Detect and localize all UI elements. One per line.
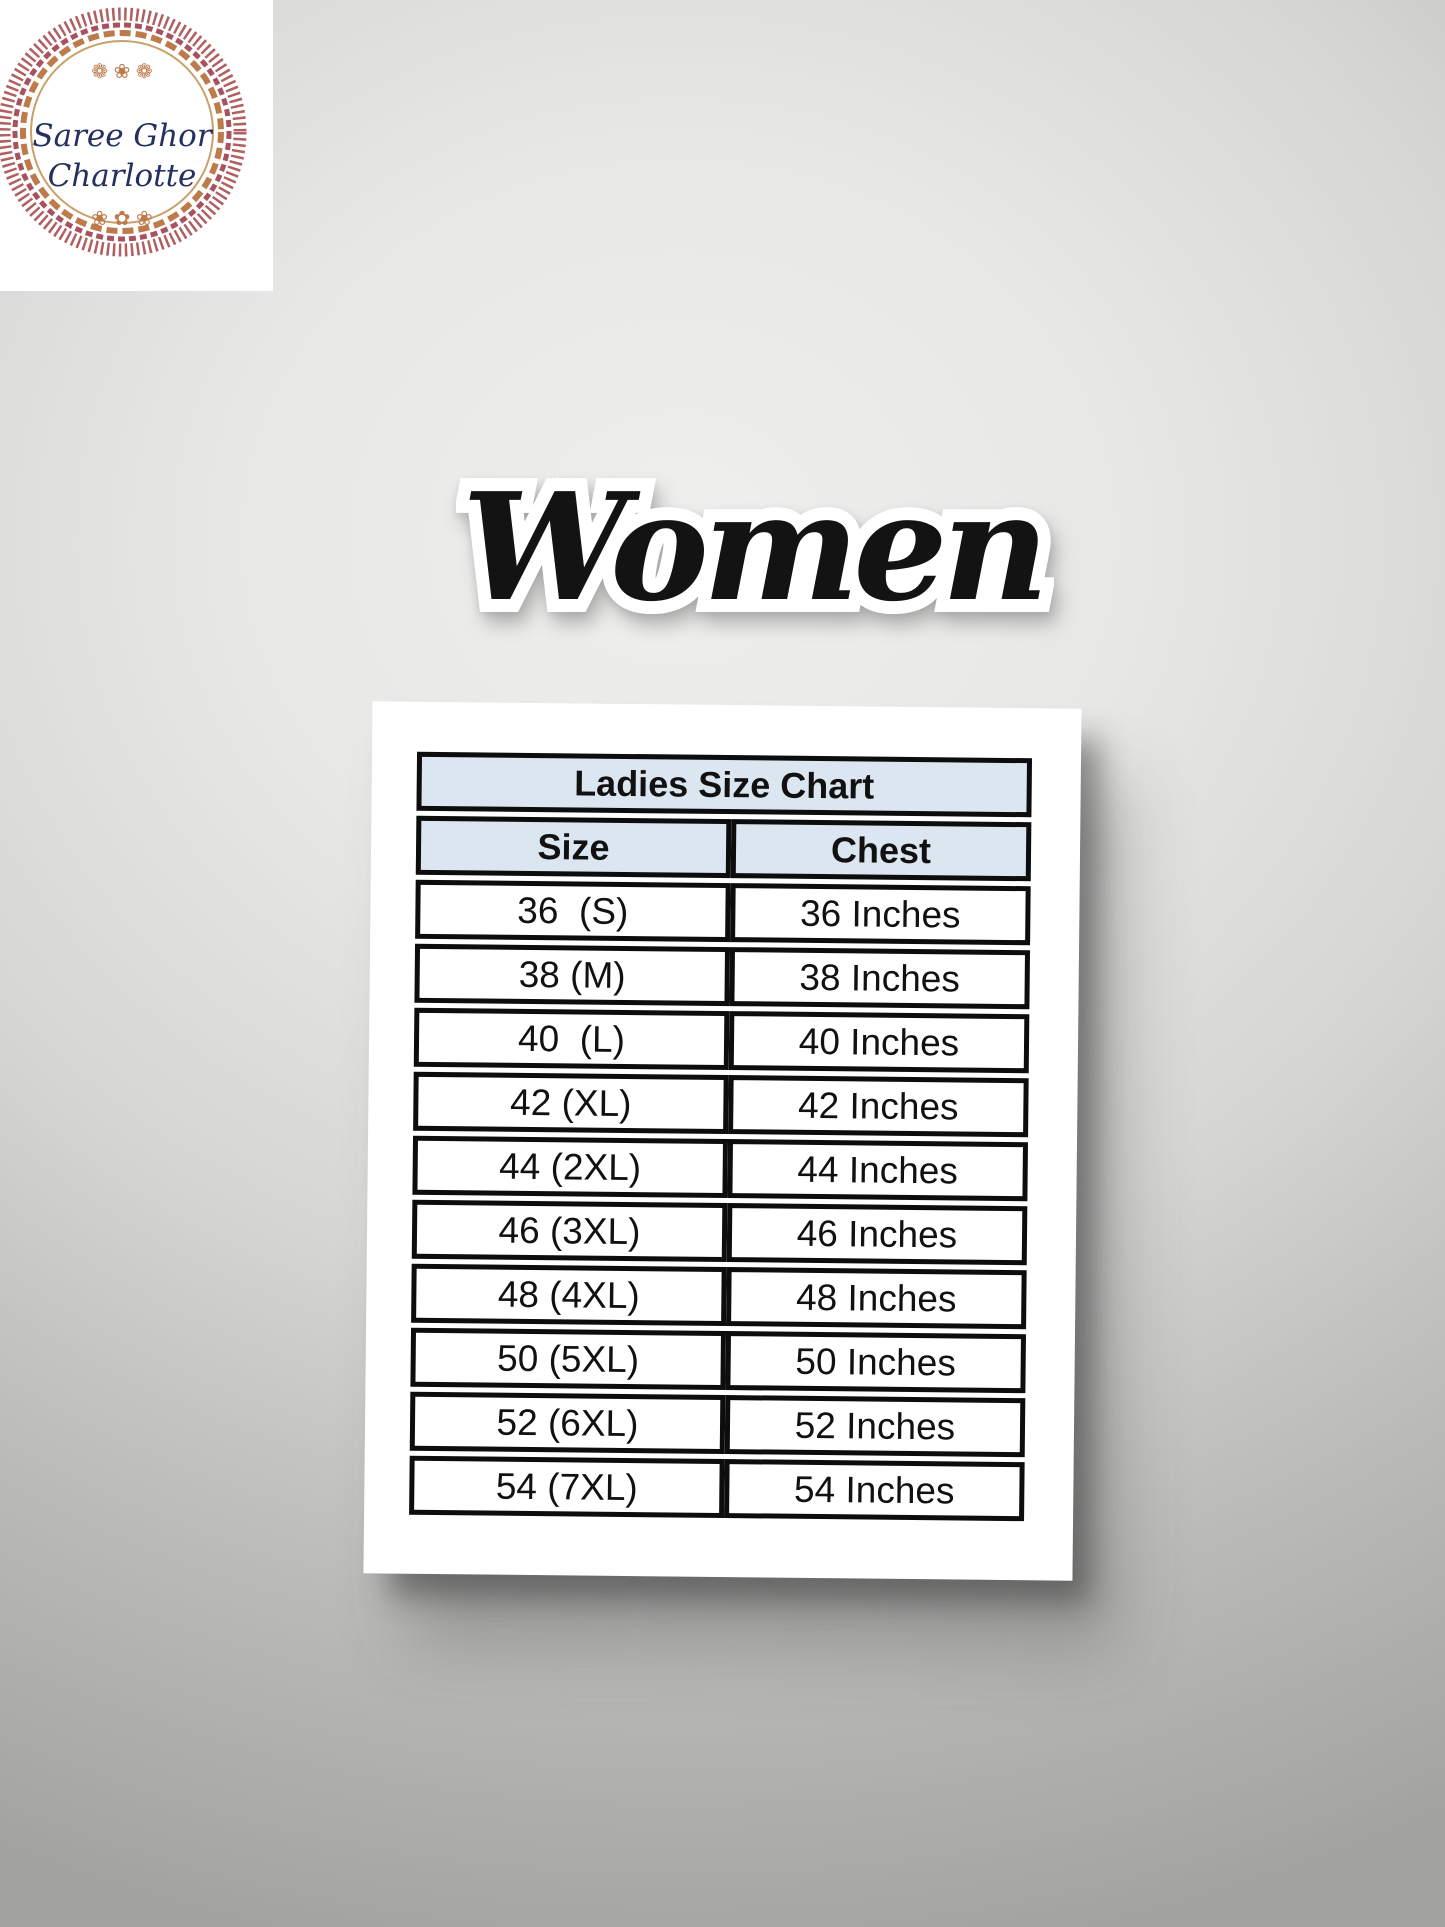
table-row: 48 (4XL) 48 Inches — [411, 1263, 1027, 1330]
size-cell: 52 (6XL) — [409, 1391, 726, 1455]
brand-logo: ❁ ❀ ❁ ❀ ✿ ❀ Saree Ghor Charlotte — [0, 0, 273, 291]
size-cell: 48 (4XL) — [411, 1263, 727, 1327]
chest-cell: 48 Inches — [725, 1267, 1027, 1330]
chest-cell: 40 Inches — [728, 1011, 1030, 1074]
logo-ornament-top: ❁ ❀ ❁ — [91, 61, 152, 83]
logo-ornament-bottom: ❀ ✿ ❀ — [91, 208, 152, 230]
page-title-sticker: Women Women — [449, 447, 1062, 655]
column-header-chest: Chest — [730, 819, 1032, 882]
table-row: 40 (L) 40 Inches — [413, 1007, 1030, 1074]
table-row: 36 (S) 36 Inches — [415, 879, 1031, 946]
page-title: Women — [462, 460, 1049, 634]
chest-cell: 44 Inches — [727, 1139, 1029, 1202]
size-chart-table: Ladies Size Chart Size Chest 36 (S) 36 In… — [409, 751, 1033, 1522]
chest-cell: 50 Inches — [725, 1331, 1026, 1394]
table-row: 52 (6XL) 52 Inches — [409, 1391, 1026, 1458]
chest-cell: 52 Inches — [724, 1395, 1026, 1458]
table-header-row: Size Chest — [415, 815, 1032, 882]
size-cell: 44 (2XL) — [412, 1135, 728, 1199]
size-chart-card: Ladies Size Chart Size Chest 36 (S) 36 In… — [363, 701, 1082, 1581]
chest-cell: 46 Inches — [726, 1203, 1028, 1266]
table-row: 46 (3XL) 46 Inches — [411, 1199, 1028, 1266]
table-row: 50 (5XL) 50 Inches — [410, 1327, 1026, 1394]
table-row: 54 (7XL) 54 Inches — [409, 1455, 1025, 1522]
size-cell: 38 (M) — [414, 943, 730, 1007]
table-row: 44 (2XL) 44 Inches — [412, 1135, 1029, 1202]
column-header-size: Size — [415, 815, 732, 879]
chest-cell: 36 Inches — [729, 883, 1031, 946]
size-cell: 42 (XL) — [413, 1071, 729, 1135]
size-cell: 54 (7XL) — [409, 1455, 725, 1519]
brand-name-line2: Charlotte — [48, 158, 197, 194]
table-row: 42 (XL) 42 Inches — [413, 1071, 1029, 1138]
table-row: 38 (M) 38 Inches — [414, 943, 1031, 1010]
table-title-row: Ladies Size Chart — [416, 751, 1033, 818]
size-cell: 50 (5XL) — [410, 1327, 726, 1391]
size-cell: 46 (3XL) — [411, 1199, 728, 1263]
chest-cell: 42 Inches — [727, 1075, 1029, 1138]
chest-cell: 38 Inches — [729, 947, 1031, 1010]
size-cell: 36 (S) — [415, 879, 731, 943]
brand-name-line1: Saree Ghor — [32, 118, 213, 154]
logo-ornate-frame-icon: ❁ ❀ ❁ ❀ ✿ ❀ Saree Ghor Charlotte — [0, 7, 247, 257]
size-cell: 40 (L) — [413, 1007, 730, 1071]
page-title-outline: Women — [449, 447, 1062, 647]
chest-cell: 54 Inches — [723, 1459, 1025, 1522]
table-title: Ladies Size Chart — [416, 751, 1033, 818]
